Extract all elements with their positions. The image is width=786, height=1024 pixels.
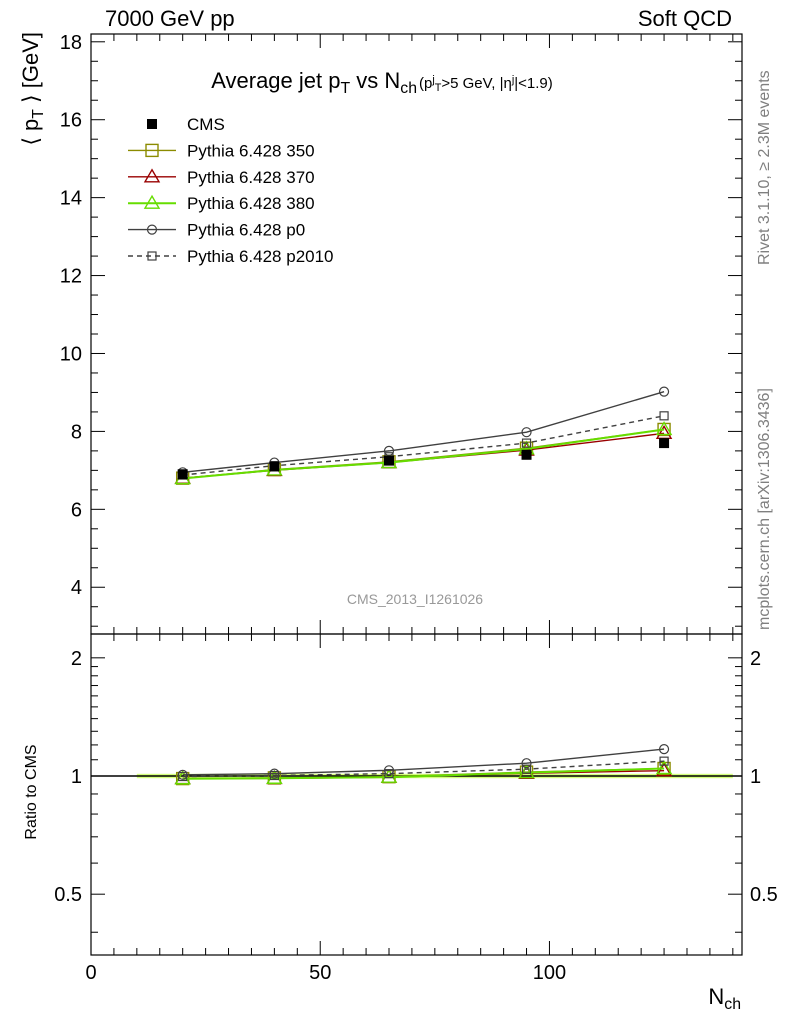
ratio-y-axis-label: Ratio to CMS [23, 744, 40, 839]
chart-title-cuts-part: T [435, 82, 442, 94]
p2010-marker [147, 251, 157, 261]
main-y-tick-label: 18 [60, 32, 82, 54]
legend-entry: Pythia 6.428 380 [128, 194, 315, 213]
p2010-marker [521, 764, 532, 774]
legend-label: CMS [187, 115, 225, 134]
series-cms [177, 438, 670, 480]
series-p2010 [178, 411, 669, 480]
ratio-y-tick-label: 1 [71, 766, 82, 788]
chart-title-part: ch [400, 80, 417, 97]
legend-entry: Pythia 6.428 p2010 [128, 247, 334, 266]
ratio-x-tick-label: 50 [309, 962, 331, 984]
chart-title-cuts-part: j [431, 74, 434, 86]
main-y-tick-label: 16 [60, 110, 82, 132]
x-axis-label-part: N [708, 984, 724, 1009]
chart-title-cuts-part: >5 GeV, |η [441, 75, 511, 92]
p380-marker [655, 421, 673, 436]
cms-marker [269, 461, 280, 472]
ratio-x-tick-label: 0 [85, 962, 96, 984]
cms-marker [659, 438, 670, 449]
p2010-ratio-line [182, 760, 665, 778]
main-y-axis-label: ⟨ pT ⟩ [GeV] [18, 32, 47, 146]
p0-marker [658, 743, 670, 755]
legend-label: Pythia 6.428 370 [187, 168, 315, 187]
analysis-watermark: CMS_2013_I1261026 [347, 591, 483, 607]
header-process: 7000 GeV pp [105, 6, 235, 31]
p2010-marker [659, 756, 669, 766]
legend-entry: CMS [147, 115, 225, 134]
chart-title-cuts-part: j [511, 74, 514, 86]
chart-title-part: Average jet p [211, 68, 340, 93]
p380-marker [655, 760, 673, 775]
chart-title-cuts-part: |<1.9) [514, 75, 553, 92]
main-y-axis-label-part: ⟨ p [18, 119, 43, 146]
ratio-y-tick-label: 0.5 [54, 884, 82, 906]
cms-marker [521, 449, 532, 460]
chart-title-cuts: (pjT>5 GeV, |ηj|<1.9) [419, 74, 553, 94]
p380-marker [143, 194, 161, 209]
p0-line [182, 390, 665, 474]
cms-marker [383, 455, 394, 466]
ratio-plot-frame [90, 633, 743, 956]
p0-ratio-line [182, 748, 665, 776]
p0-marker [521, 758, 532, 769]
main-y-tick-label: 14 [60, 188, 82, 210]
series-p350 [175, 422, 671, 485]
main-y-tick-label: 10 [60, 343, 82, 365]
legend-label: Pythia 6.428 350 [187, 141, 315, 160]
cms-marker [177, 469, 188, 480]
p2010-marker [521, 438, 532, 448]
main-y-axis-label-part: T [30, 109, 47, 119]
ratio-y-tick-label-right: 1 [750, 766, 761, 788]
main-y-axis-label-part: ⟩ [GeV] [18, 32, 43, 109]
series-p0 [177, 386, 670, 478]
chart-title-part: vs N [350, 68, 400, 93]
ratio-y-tick-label-right: 0.5 [750, 884, 778, 906]
chart-title-cuts-part: (p [419, 75, 432, 92]
main-y-tick-label: 12 [60, 266, 82, 288]
legend-label: Pythia 6.428 p0 [187, 221, 305, 240]
legend-entry: Pythia 6.428 370 [128, 168, 315, 187]
chart-title-part: T [340, 80, 350, 97]
p0-marker [383, 445, 395, 456]
ratio-y-tick-label: 2 [71, 648, 82, 670]
p370-marker [143, 168, 161, 183]
p0-marker [658, 386, 670, 397]
p380-line [182, 428, 665, 480]
p2010-marker [269, 770, 279, 781]
p2010-marker [178, 771, 188, 782]
legend-entry: Pythia 6.428 p0 [128, 221, 305, 240]
legend-label: Pythia 6.428 p2010 [187, 247, 334, 266]
cms-marker [147, 119, 157, 129]
p0-marker [146, 224, 158, 235]
p2010-marker [659, 411, 669, 421]
p2010-line [182, 415, 665, 476]
main-y-tick-label: 4 [71, 577, 82, 599]
p350-marker [145, 143, 159, 158]
ratio-x-tick-label: 100 [533, 962, 566, 984]
x-axis-label: Nch [708, 984, 741, 1013]
p370-marker [655, 762, 673, 777]
series-p370 [174, 424, 673, 484]
legend-label: Pythia 6.428 380 [187, 194, 315, 213]
series-p380 [174, 421, 673, 485]
p2010-marker [384, 769, 394, 779]
main-y-tick-label: 6 [71, 499, 82, 521]
chart-title: Average jet pT vs Nch [211, 68, 417, 97]
x-axis-label-part: ch [724, 996, 741, 1013]
header-category: Soft QCD [637, 6, 732, 31]
p0-marker [521, 427, 532, 438]
legend-entry: Pythia 6.428 350 [128, 141, 315, 160]
main-y-tick-label: 8 [71, 421, 82, 443]
ratio-series-p2010 [178, 756, 669, 782]
ratio-y-tick-label-right: 2 [750, 648, 761, 670]
p370-marker [655, 424, 673, 440]
